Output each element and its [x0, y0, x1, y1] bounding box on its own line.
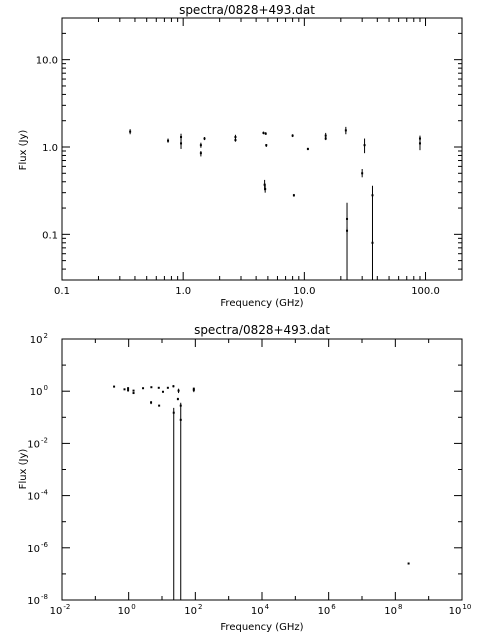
data-point: [264, 188, 267, 191]
bottom-chart-plot-area: [61, 338, 463, 601]
top-chart-title: spectra/0828+493.dat: [179, 3, 315, 17]
data-point: [166, 386, 169, 389]
data-point: [161, 390, 164, 393]
data-point: [346, 217, 349, 220]
y-tick-label: 102: [30, 332, 48, 346]
data-point: [264, 132, 267, 135]
data-point: [262, 131, 265, 134]
data-point: [150, 401, 153, 404]
y-tick-exponent: -4: [41, 489, 49, 497]
data-point: [234, 139, 237, 142]
y-tick-exponent: 2: [44, 332, 48, 340]
data-point: [142, 387, 145, 390]
data-point: [306, 147, 309, 150]
data-point: [407, 562, 410, 565]
top-chart-y-axis-label: Flux (Jy): [18, 130, 29, 171]
x-tick-label: 1.0: [175, 286, 191, 297]
data-point: [150, 386, 153, 389]
data-point: [176, 398, 179, 401]
x-tick-exponent: 10: [462, 603, 471, 611]
data-point: [344, 129, 347, 132]
x-tick-label: 1010: [449, 603, 472, 617]
data-point: [157, 386, 160, 389]
data-point: [132, 392, 135, 395]
data-point: [324, 134, 327, 137]
y-tick-exponent: -8: [41, 593, 48, 601]
data-point: [179, 404, 182, 407]
data-point: [127, 389, 130, 392]
y-tick-label: 10-2: [27, 436, 48, 450]
x-tick-exponent: 8: [398, 603, 402, 611]
data-point: [158, 404, 161, 407]
data-point: [263, 183, 266, 186]
data-point: [180, 142, 183, 145]
top-chart-ticks: 0.1 1.0 10.0 100.0 0.1 1.0 10.0: [36, 17, 463, 297]
top-chart-x-axis-label: Frequency (GHz): [220, 298, 303, 309]
x-tick-exponent: -2: [63, 603, 70, 611]
y-tick-label: 100: [30, 384, 48, 398]
data-point: [180, 136, 183, 139]
y-tick-label: 10-4: [27, 489, 48, 503]
y-tick-exponent: -2: [41, 436, 48, 444]
y-tick-label: 1.0: [42, 143, 58, 154]
data-point: [172, 385, 175, 388]
y-tick-label: 0.1: [42, 230, 58, 241]
x-tick-exponent: 6: [331, 603, 336, 611]
data-point: [172, 411, 175, 414]
bottom-chart-x-axis-label: Frequency (GHz): [220, 622, 303, 633]
y-tick-label: 10.0: [36, 56, 58, 67]
data-point: [324, 137, 327, 140]
data-point: [418, 137, 421, 140]
bottom-chart-title: spectra/0828+493.dat: [194, 323, 330, 337]
data-point: [234, 136, 237, 139]
top-chart-marks: [129, 126, 421, 280]
x-tick-label: 102: [184, 603, 202, 617]
data-point: [292, 194, 295, 197]
data-point: [192, 389, 195, 392]
data-point: [265, 144, 268, 147]
top-chart-panel: spectra/0828+493.dat Frequency (GHz) Flu…: [18, 3, 463, 309]
data-point: [371, 241, 374, 244]
data-point: [129, 130, 132, 133]
y-tick-exponent: 0: [44, 384, 48, 392]
data-point: [179, 418, 182, 421]
data-point: [127, 387, 130, 390]
bottom-chart-ticks: 10-2 100 102 104 106 108 101010-810-610-410-21…: [27, 332, 471, 617]
x-tick-exponent: 2: [198, 603, 202, 611]
y-tick-label: 10-6: [27, 541, 48, 555]
x-tick-exponent: 4: [265, 603, 270, 611]
data-point: [203, 137, 206, 140]
data-point: [113, 385, 116, 388]
x-tick-label: 10.0: [293, 286, 315, 297]
bottom-chart-marks: [113, 385, 410, 600]
y-tick-label: 10-8: [27, 593, 48, 607]
data-point: [177, 389, 180, 392]
x-tick-label: 106: [318, 603, 337, 617]
y-tick-exponent: -6: [41, 541, 49, 549]
data-point: [167, 139, 170, 142]
x-tick-label: 0.1: [54, 286, 70, 297]
data-point: [199, 152, 202, 155]
bottom-chart-y-axis-label: Flux (Jy): [18, 449, 29, 490]
top-chart-plot-area: [61, 17, 463, 281]
x-tick-label: 100: [118, 603, 136, 617]
data-point: [199, 144, 202, 147]
data-point: [291, 134, 294, 137]
x-tick-label: 10-2: [50, 603, 71, 617]
data-point: [363, 144, 366, 147]
data-point: [346, 229, 349, 232]
data-point: [371, 194, 374, 197]
data-point: [132, 389, 135, 392]
x-tick-exponent: 0: [131, 603, 135, 611]
data-point: [123, 388, 126, 391]
bottom-chart-panel: spectra/0828+493.dat Frequency (GHz) Flu…: [18, 323, 471, 633]
x-tick-label: 100.0: [411, 286, 440, 297]
data-point: [361, 172, 364, 175]
x-tick-label: 108: [384, 603, 402, 617]
data-point: [418, 142, 421, 145]
x-tick-label: 104: [251, 603, 270, 617]
data-point: [192, 387, 195, 390]
